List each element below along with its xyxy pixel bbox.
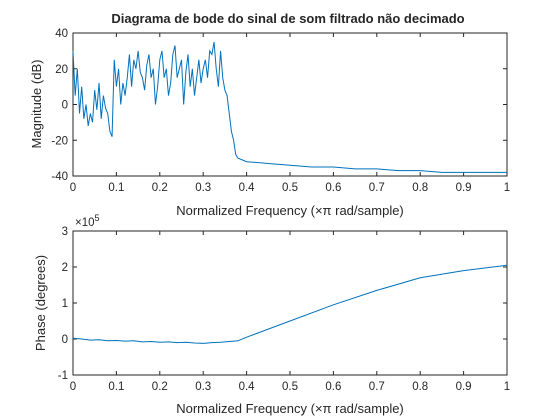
y-tick-label: -40 <box>51 171 68 183</box>
chart-title: Diagrama de bode do sinal de som filtrad… <box>111 11 464 26</box>
x-tick-label: 0.1 <box>108 182 124 194</box>
x-tick-label: 0.8 <box>412 381 428 393</box>
x-tick-label: 0.4 <box>239 182 256 194</box>
phase-y-exponent: ×105 <box>75 213 100 229</box>
x-tick-label: 0.3 <box>195 182 211 194</box>
y-tick-label: -20 <box>51 135 68 147</box>
x-tick-label: 0.8 <box>412 182 428 194</box>
magnitude-line <box>72 41 507 173</box>
x-tick-label: 1 <box>504 381 510 393</box>
x-tick-label: 0.5 <box>282 381 298 393</box>
phase-line <box>72 264 508 344</box>
phase-ylabel: Phase (degrees) <box>33 255 48 351</box>
x-tick-label: 0.6 <box>325 381 341 393</box>
magnitude-panel: Diagrama de bode do sinal de som filtrad… <box>29 11 510 218</box>
x-tick-label: 0.4 <box>239 381 256 393</box>
magnitude-xlabel: Normalized Frequency (×π rad/sample) <box>176 203 404 218</box>
x-tick-label: 0.7 <box>369 182 385 194</box>
x-tick-label: 0 <box>70 381 76 393</box>
x-tick-label: 0.9 <box>456 381 472 393</box>
y-tick-label: 20 <box>55 64 68 76</box>
y-tick-label: 0 <box>62 100 68 112</box>
y-tick-label: 1 <box>62 298 68 310</box>
x-tick-label: 0.5 <box>282 182 298 194</box>
x-tick-label: 0.2 <box>152 182 168 194</box>
magnitude-ylabel: Magnitude (dB) <box>29 60 44 149</box>
y-tick-label: -1 <box>58 370 68 382</box>
x-tick-label: 0.6 <box>325 182 341 194</box>
phase-y-exponent-base: ×10 <box>75 217 95 229</box>
magnitude-plot-area <box>72 32 508 177</box>
y-tick-label: 40 <box>55 28 68 40</box>
y-tick-label: 0 <box>62 334 68 346</box>
x-tick-label: 0.1 <box>108 381 124 393</box>
y-tick-label: 2 <box>62 262 68 274</box>
x-tick-label: 0.9 <box>456 182 472 194</box>
x-tick-label: 0.2 <box>152 381 168 393</box>
y-tick-label: 3 <box>62 226 68 238</box>
x-tick-label: 1 <box>504 182 510 194</box>
phase-y-exponent-power: 5 <box>95 213 100 223</box>
x-tick-label: 0.3 <box>195 381 211 393</box>
x-tick-label: 0.7 <box>369 381 385 393</box>
phase-xlabel: Normalized Frequency (×π rad/sample) <box>176 401 404 416</box>
phase-plot-area <box>72 230 508 376</box>
x-tick-label: 0 <box>70 182 76 194</box>
